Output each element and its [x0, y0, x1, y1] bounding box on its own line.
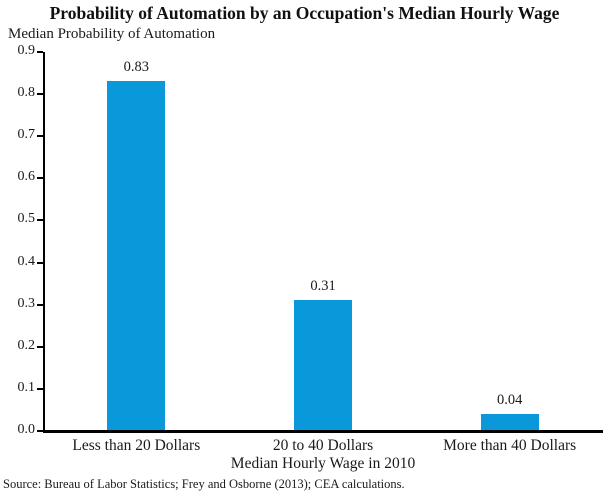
y-axis-tick-label: 0.1: [17, 379, 36, 395]
source-note: Source: Bureau of Labor Statistics; Frey…: [3, 477, 405, 491]
y-axis-tick-label: 0.7: [17, 127, 36, 143]
y-axis-tick: [37, 135, 43, 138]
y-axis-tick: [37, 387, 43, 390]
y-axis-tick: [37, 430, 43, 432]
y-axis-tick-label: 0.6: [17, 169, 36, 185]
y-axis-tick: [37, 177, 43, 180]
y-axis-unit-label: Median Probability of Automation: [8, 26, 216, 42]
y-axis-tick-label: 0.0: [17, 422, 36, 437]
x-axis-title: Median Hourly Wage in 2010: [230, 455, 416, 472]
y-axis-tick-label: 0.2: [17, 337, 36, 353]
y-axis-tick-label: 0.5: [17, 211, 36, 227]
category-label: 20 to 40 Dollars: [272, 437, 374, 454]
bar: [480, 414, 539, 431]
bar-value-label: 0.31: [310, 278, 336, 295]
category-label: More than 40 Dollars: [443, 437, 577, 454]
bar: [107, 81, 166, 431]
y-axis-line: [43, 52, 45, 431]
bar: [294, 300, 352, 431]
y-axis-tick: [37, 93, 43, 96]
y-axis-tick-label: 0.8: [17, 85, 36, 101]
bar-value-label: 0.83: [123, 59, 150, 76]
y-axis-tick: [37, 303, 43, 306]
y-axis-tick-label: 0.3: [17, 295, 36, 311]
category-label: Less than 20 Dollars: [72, 437, 201, 454]
chart-title: Probability of Automation by an Occupati…: [49, 3, 560, 23]
bar-value-label: 0.04: [496, 392, 523, 409]
y-axis-tick: [37, 261, 43, 264]
y-axis-tick: [37, 219, 43, 222]
y-axis-tick: [37, 51, 43, 53]
y-axis-tick: [37, 345, 43, 348]
y-axis-tick-label: 0.4: [17, 253, 36, 269]
y-axis-tick-label: 0.9: [17, 43, 36, 58]
x-axis-line: [43, 430, 603, 433]
